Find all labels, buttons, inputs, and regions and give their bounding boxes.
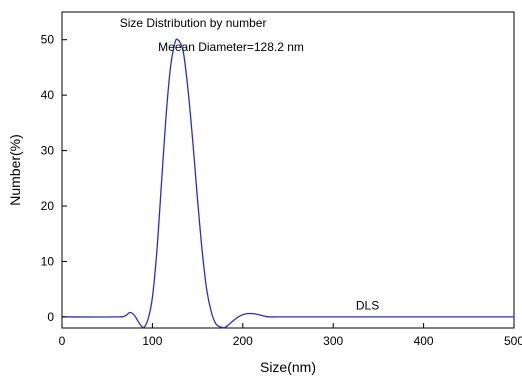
annotation: Meean Diameter=128.2 nm	[158, 40, 304, 54]
annotation: Size Distribution by number	[120, 16, 267, 30]
y-axis-title: Number(%)	[7, 134, 23, 206]
x-axis: 0 100 200 300 400 500	[59, 323, 522, 348]
x-tick-label: 300	[323, 334, 343, 348]
annotation: DLS	[356, 299, 379, 313]
y-tick-label: 30	[41, 144, 55, 158]
x-axis-title: Size(nm)	[260, 359, 316, 375]
y-tick-label: 20	[41, 199, 55, 213]
annotations: Size Distribution by number Meean Diamete…	[120, 16, 380, 313]
y-tick-label: 50	[41, 33, 55, 47]
y-tick-label: 10	[41, 254, 55, 268]
plot-frame	[61, 11, 515, 329]
x-tick-label: 500	[504, 334, 522, 348]
plot-area	[61, 11, 515, 329]
x-tick-label: 400	[414, 334, 434, 348]
y-tick-label: 0	[47, 310, 54, 324]
x-tick-label: 100	[142, 334, 162, 348]
y-axis: 0 10 20 30 40 50	[41, 33, 67, 324]
series-line	[61, 38, 514, 329]
x-tick-label: 200	[233, 334, 253, 348]
x-tick-label: 0	[59, 334, 66, 348]
y-tick-label: 40	[41, 88, 55, 102]
